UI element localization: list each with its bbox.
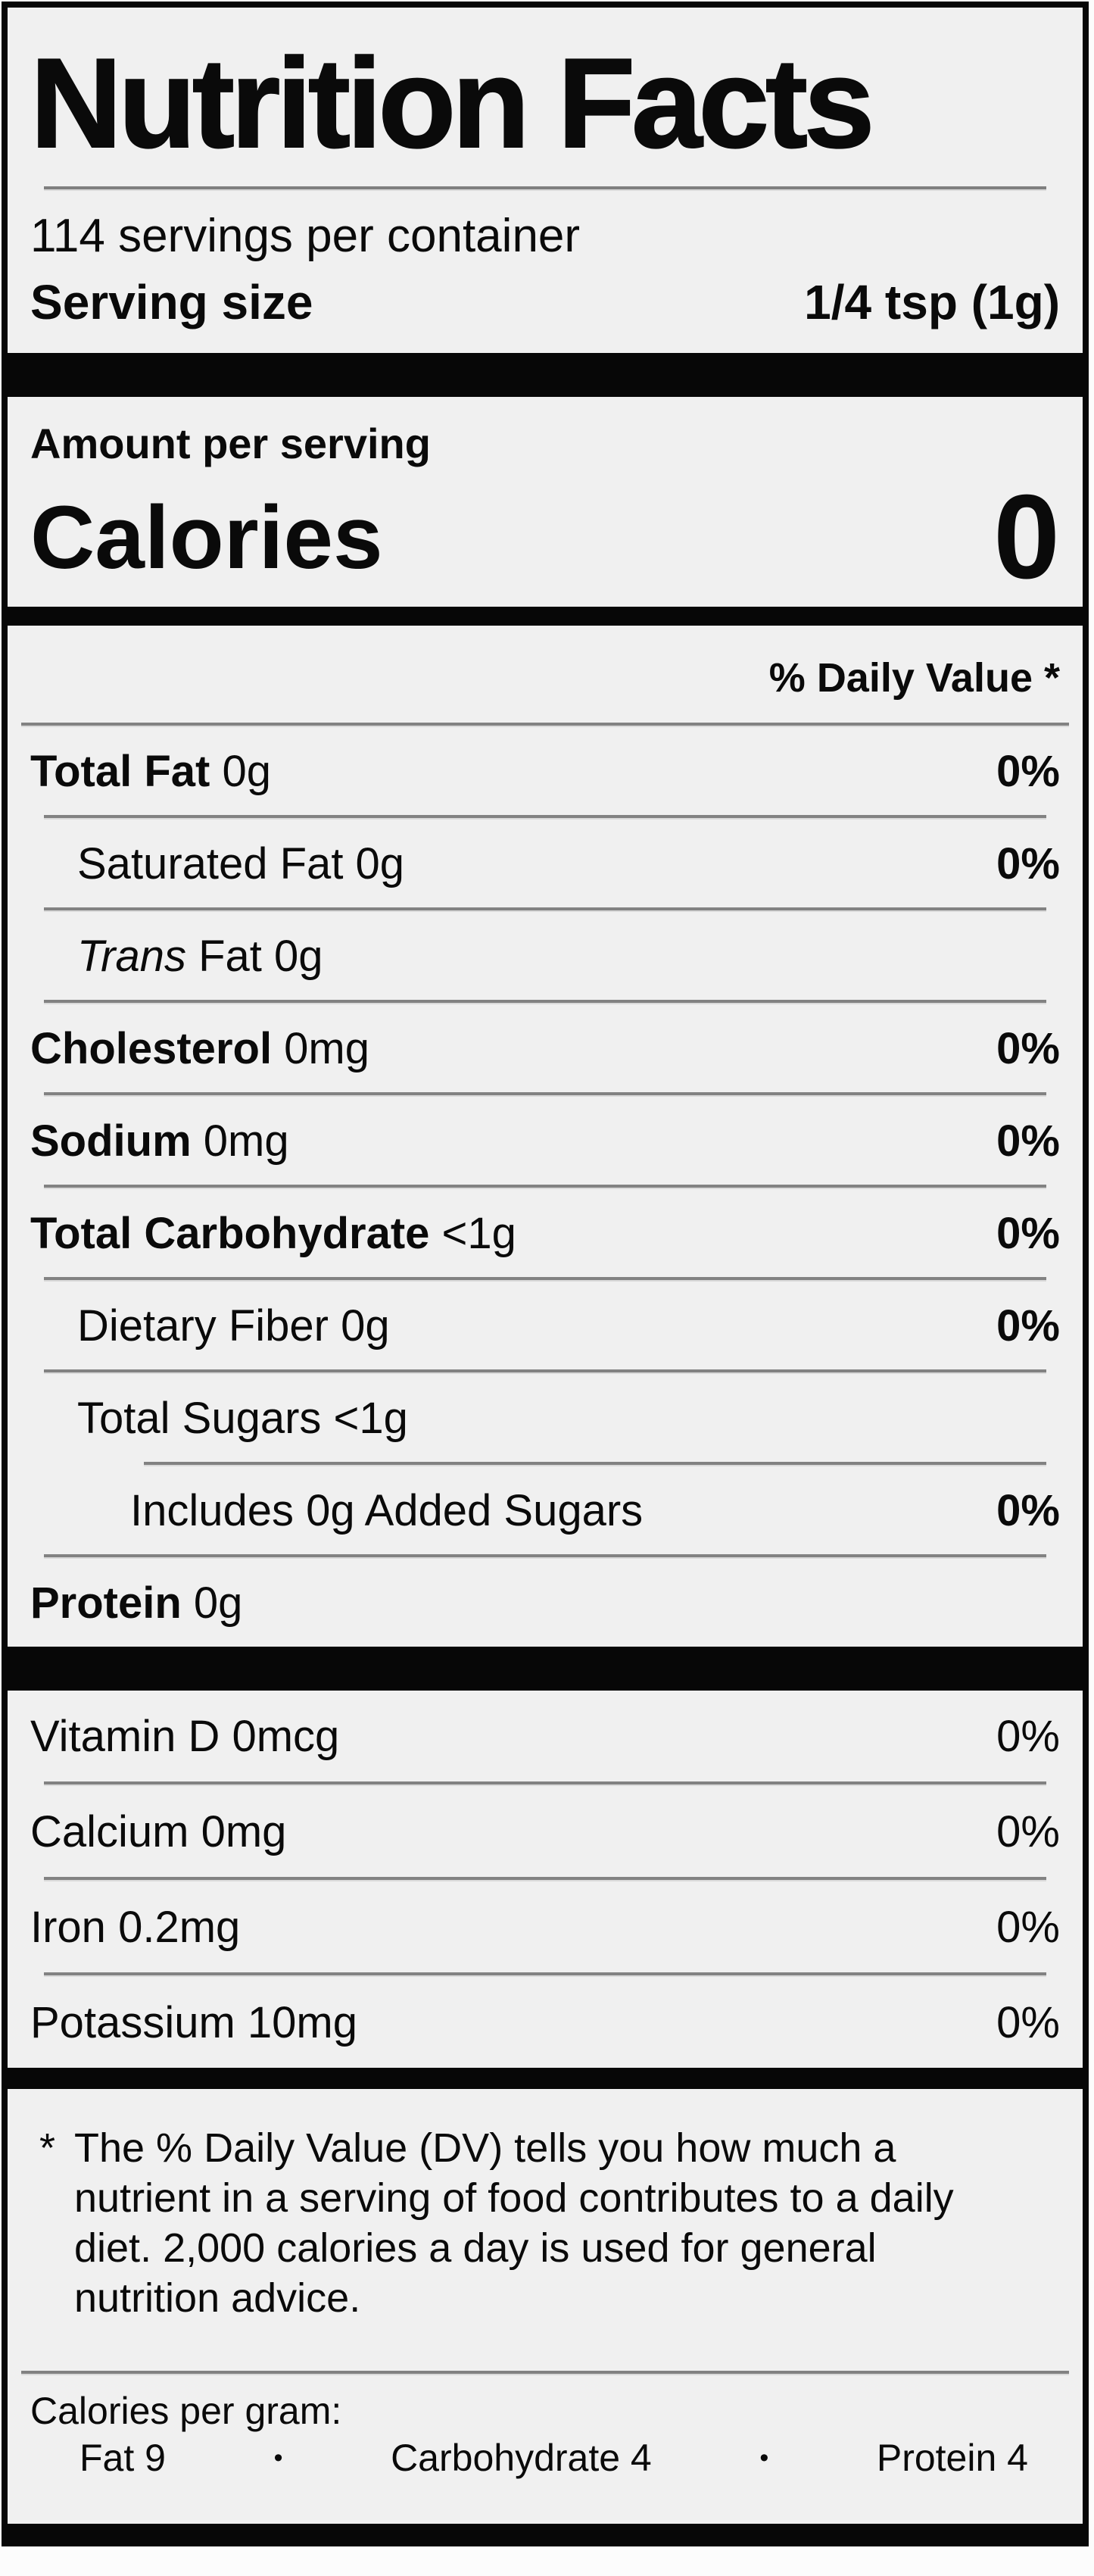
nutrient-name-amount: Cholesterol 0mg	[30, 1023, 370, 1073]
daily-value-percent: 0%	[996, 1116, 1060, 1166]
vitamin-row-vitamin-d: Vitamin D 0mcg 0%	[30, 1691, 1060, 1781]
serving-size-row: Serving size 1/4 tsp (1g)	[30, 271, 1060, 333]
row-separator	[44, 907, 1046, 912]
nutrient-name-amount: Saturated Fat 0g	[77, 838, 405, 888]
daily-value-percent: 0%	[996, 1208, 1060, 1258]
daily-value-percent: 0%	[996, 1997, 1060, 2047]
label-title: Nutrition Facts	[30, 31, 875, 175]
row-separator	[44, 1369, 1046, 1374]
thick-bar-calories	[8, 607, 1083, 626]
row-separator	[44, 815, 1046, 820]
calories-per-gram-row: Fat 9 • Carbohydrate 4 • Protein 4	[30, 2434, 1060, 2481]
nutrient-row-trans-fat: Trans Fat 0g	[30, 912, 1060, 1000]
footnote: * The % Daily Value (DV) tells you how m…	[30, 2123, 1060, 2323]
footnote-text: The % Daily Value (DV) tells you how muc…	[74, 2125, 954, 2321]
row-separator	[21, 723, 1069, 727]
calories-section: Amount per serving Calories 0	[8, 420, 1083, 607]
nutrient-row-total-sugars: Total Sugars <1g	[30, 1374, 1060, 1462]
calories-per-gram-fat: Fat 9	[79, 2437, 166, 2479]
serving-size-value: 1/4 tsp (1g)	[804, 275, 1060, 329]
row-separator	[44, 1277, 1046, 1282]
thick-bar-protein	[8, 1647, 1083, 1691]
vitamin-list: Vitamin D 0mcg 0% Calcium 0mg 0% Iron 0.2mg 0…	[8, 1691, 1083, 2068]
daily-value-percent: 0%	[996, 1902, 1060, 1952]
bullet-separator: •	[273, 2443, 283, 2472]
nutrient-name-amount: Dietary Fiber 0g	[77, 1300, 390, 1350]
daily-value-percent: 0%	[996, 1711, 1060, 1761]
row-separator	[44, 1877, 1046, 1881]
nutrient-name-amount: Vitamin D 0mcg	[30, 1711, 340, 1761]
footnote-divider	[21, 2371, 1069, 2375]
row-separator	[44, 1000, 1046, 1004]
row-separator	[44, 1554, 1046, 1559]
nutrient-name-amount: Total Fat 0g	[30, 746, 271, 796]
nutrient-row-saturated-fat: Saturated Fat 0g 0%	[30, 820, 1060, 907]
row-separator	[44, 1781, 1046, 1786]
label-content: Nutrition Facts 114 servings per contain…	[8, 27, 1083, 333]
daily-value-percent: 0%	[996, 1300, 1060, 1350]
daily-value-percent: 0%	[996, 838, 1060, 888]
calories-value: 0	[993, 470, 1060, 604]
bullet-separator: •	[759, 2443, 769, 2472]
daily-value-percent: 0%	[996, 1485, 1060, 1535]
nutrient-row-protein: Protein 0g	[30, 1559, 1060, 1647]
nutrient-row-includes-0g-added-sugars: Includes 0g Added Sugars 0%	[30, 1466, 1060, 1554]
calories-per-gram-heading: Calories per gram:	[30, 2390, 342, 2432]
row-separator	[44, 1092, 1046, 1097]
daily-value-percent: 0%	[996, 746, 1060, 796]
footnote-asterisk: *	[39, 2125, 56, 2171]
nutrient-row-total-carbohydrate: Total Carbohydrate <1g 0%	[30, 1189, 1060, 1277]
calories-label: Calories	[30, 487, 383, 588]
daily-value-percent: 0%	[996, 1023, 1060, 1073]
nutrient-name-amount: Total Sugars <1g	[77, 1393, 408, 1443]
row-separator	[144, 1462, 1046, 1466]
daily-value-header: % Daily Value *	[768, 655, 1060, 701]
nutrient-row-sodium: Sodium 0mg 0%	[30, 1097, 1060, 1185]
vitamin-row-iron: Iron 0.2mg 0%	[30, 1881, 1060, 1972]
nutrient-name-amount: Total Carbohydrate <1g	[30, 1208, 516, 1258]
nutrient-name-amount: Includes 0g Added Sugars	[130, 1485, 644, 1535]
footnote-section: * The % Daily Value (DV) tells you how m…	[8, 2123, 1083, 2323]
nutrient-name-amount: Sodium 0mg	[30, 1116, 289, 1166]
calories-row: Calories 0	[30, 468, 1060, 607]
row-separator	[44, 1185, 1046, 1189]
nutrient-name-amount: Trans Fat 0g	[77, 931, 323, 981]
amount-per-serving-label: Amount per serving	[30, 420, 431, 467]
daily-value-section: % Daily Value *	[8, 656, 1083, 700]
nutrient-row-total-fat: Total Fat 0g 0%	[30, 727, 1060, 815]
calories-per-gram-section: Calories per gram: Fat 9 • Carbohydrate 4 •…	[8, 2387, 1083, 2481]
nutrient-name-amount: Potassium 10mg	[30, 1997, 357, 2047]
vitamin-row-calcium: Calcium 0mg 0%	[30, 1786, 1060, 1877]
nutrient-list: Total Fat 0g 0% Saturated Fat 0g 0% Trans Fa…	[8, 727, 1083, 1647]
nutrient-row-cholesterol: Cholesterol 0mg 0%	[30, 1004, 1060, 1092]
nutrient-row-dietary-fiber: Dietary Fiber 0g 0%	[30, 1282, 1060, 1369]
title-divider	[44, 186, 1046, 191]
thick-bar-top	[8, 353, 1083, 397]
calories-per-gram-protein: Protein 4	[876, 2437, 1028, 2479]
vitamin-row-potassium: Potassium 10mg 0%	[30, 1977, 1060, 2068]
nutrient-name-amount: Protein 0g	[30, 1578, 243, 1628]
servings-per-container: 114 servings per container	[30, 210, 581, 262]
row-separator	[44, 1972, 1046, 1977]
thick-bar-vitamins	[8, 2068, 1083, 2089]
daily-value-percent: 0%	[996, 1806, 1060, 1856]
serving-size-label: Serving size	[30, 275, 313, 329]
nutrient-name-amount: Iron 0.2mg	[30, 1902, 241, 1952]
nutrient-name-amount: Calcium 0mg	[30, 1806, 287, 1856]
calories-per-gram-carbohydrate: Carbohydrate 4	[391, 2437, 652, 2479]
